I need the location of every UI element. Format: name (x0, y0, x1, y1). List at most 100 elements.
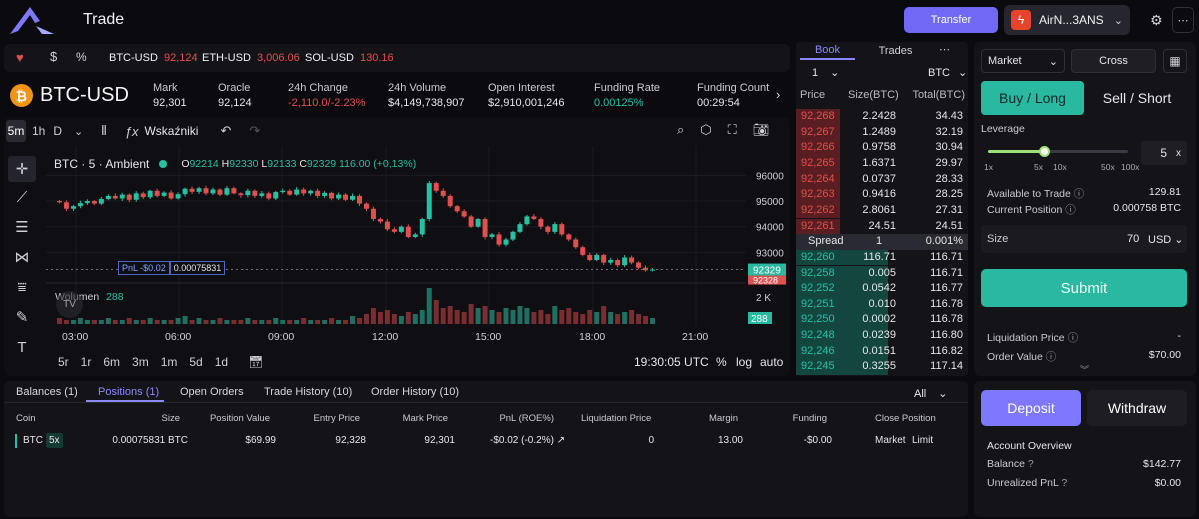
grid-layout-icon[interactable]: ▦ (1163, 49, 1187, 73)
transfer-button[interactable]: Transfer (904, 7, 998, 33)
expand-down-icon[interactable]: ︾ (1080, 365, 1090, 375)
auto-scale-toggle[interactable]: auto (760, 355, 784, 369)
tf-1h-button[interactable]: 1h (32, 124, 46, 138)
tf-dropdown-icon[interactable]: ⌄ (74, 125, 84, 138)
orderbook-menu-icon[interactable]: ⋯ (939, 44, 950, 56)
dollar-icon[interactable]: $ (50, 49, 58, 64)
unit-select[interactable]: BTC ⌄ (928, 66, 968, 80)
chevron-right-icon[interactable]: › (776, 87, 781, 102)
bid-row[interactable]: 92,252 0.0542 116.77 (796, 281, 968, 297)
position-coin[interactable]: BTC (23, 435, 43, 446)
camera-icon[interactable]: 📷︎ (752, 122, 770, 137)
pattern-icon[interactable]: ⋈ (14, 249, 30, 266)
text-tool-icon[interactable]: T (17, 338, 27, 356)
range-button[interactable]: 5r (58, 355, 69, 369)
positions-tab[interactable]: Order History (10) (371, 386, 460, 398)
group-select[interactable]: 1 ⌄ (812, 66, 840, 80)
size-unit-select[interactable]: USD ⌄ (1148, 234, 1184, 246)
range-button[interactable]: 1d (214, 355, 229, 369)
positions-tab[interactable]: Open Orders (180, 386, 244, 398)
positions-column-header[interactable]: Margin (708, 413, 738, 424)
positions-column-header[interactable]: Liquidation Price (581, 413, 652, 424)
positions-filter[interactable]: All ⌄ (914, 387, 948, 401)
market-symbol[interactable]: BTC-USD (40, 84, 129, 106)
fullscreen-icon[interactable]: ⛶ (727, 122, 737, 137)
trendline-icon[interactable]: ⟋ (16, 188, 28, 206)
percent-icon[interactable]: % (76, 50, 87, 64)
settings-gear-icon[interactable]: ⚙ (1150, 12, 1163, 28)
tab-trades[interactable]: Trades (878, 45, 913, 57)
fib-icon[interactable]: ⩸ (17, 278, 27, 296)
chart-clock[interactable]: 19:30:05 UTC (634, 355, 709, 369)
external-link-icon[interactable]: ↗ (556, 435, 566, 446)
more-menu-icon[interactable]: ⋯ (1172, 7, 1194, 33)
deposit-button[interactable]: Deposit (981, 390, 1081, 426)
range-button[interactable]: 1r (80, 355, 92, 369)
settings-hex-icon[interactable]: ⬡ (700, 122, 712, 137)
indicators-icon[interactable]: ƒx (124, 123, 139, 139)
bid-row[interactable]: 92,250 0.0002 116.78 (796, 312, 968, 329)
redo-icon[interactable]: ↷ (249, 123, 261, 138)
bid-row[interactable]: 92,260 116.71 116.71 (796, 249, 968, 266)
bid-row[interactable]: 92,246 0.0151 116.82 (796, 343, 968, 360)
positions-column-header[interactable]: Funding (792, 413, 827, 424)
size-input[interactable]: Size 70 USD ⌄ (981, 225, 1187, 253)
bid-row[interactable]: 92,245 0.3255 117.14 (796, 359, 968, 375)
buy-long-button[interactable]: Buy / Long (981, 81, 1084, 115)
withdraw-button[interactable]: Withdraw (1087, 390, 1187, 426)
candle-type-icon[interactable]: ⫴ (101, 123, 107, 138)
brush-icon[interactable]: ✎ (15, 309, 29, 326)
fav-btc[interactable]: BTC-USD 92,124 (109, 52, 198, 64)
close-market-button[interactable]: Market (875, 435, 906, 446)
tab-book[interactable]: Book (800, 42, 855, 60)
margin-mode-button[interactable]: Cross (1071, 49, 1156, 73)
ask-row[interactable]: 92,264 0.0737 28.33 (796, 171, 968, 188)
crosshair-icon[interactable]: ✛ (8, 156, 36, 182)
positions-tab[interactable]: Trade History (10) (264, 386, 353, 398)
date-range-icon[interactable]: 📅︎ (248, 355, 264, 369)
positions-column-header[interactable]: Entry Price (313, 413, 360, 424)
fav-eth[interactable]: ETH-USD 3,006.06 (202, 52, 300, 64)
positions-column-header[interactable]: PnL (ROE%) (499, 413, 554, 424)
leverage-slider[interactable] (988, 146, 1128, 158)
fav-sol[interactable]: SOL-USD 130.16 (305, 52, 394, 64)
close-limit-button[interactable]: Limit (912, 435, 934, 446)
range-button[interactable]: 1m (160, 355, 178, 369)
tf-5m-button[interactable]: 5m (6, 120, 26, 142)
price-chart[interactable]: 96000 95000 94000 93000 03:00 06:00 09:00 12:00… (46, 146, 788, 346)
positions-column-header[interactable]: Close Position (875, 413, 936, 424)
zoom-search-icon[interactable]: ⌕ (677, 122, 685, 137)
pnl-line-label[interactable]: PnL -$0.02 0.00075831 (118, 261, 226, 275)
ask-row[interactable]: 92,267 1.2489 32.19 (796, 124, 968, 141)
percent-scale-toggle[interactable]: % (716, 355, 727, 369)
heart-icon[interactable]: ♥ (16, 50, 24, 65)
range-button[interactable]: 5d (189, 355, 203, 369)
bid-row[interactable]: 92,258 0.005 116.71 (796, 265, 968, 282)
positions-tab[interactable]: Balances (1) (16, 386, 78, 398)
positions-column-header[interactable]: Size (161, 413, 180, 424)
positions-tab[interactable]: Positions (1) (98, 386, 160, 398)
tf-d-button[interactable]: D (53, 124, 63, 138)
ask-row[interactable]: 92,261 24.51 24.51 (796, 218, 968, 235)
app-logo[interactable] (6, 4, 58, 36)
sell-short-button[interactable]: Sell / Short (1102, 90, 1172, 106)
order-type-select[interactable]: Market ⌄ (981, 49, 1065, 73)
wallet-button[interactable]: ϟ AirN...3ANS ⌄ (1004, 5, 1130, 35)
ask-row[interactable]: 92,263 0.9416 28.25 (796, 187, 968, 203)
ask-row[interactable]: 92,268 2.2428 34.43 (796, 109, 968, 125)
indicators-button[interactable]: Wskaźniki (144, 124, 199, 138)
bid-row[interactable]: 92,251 0.010 116.78 (796, 296, 968, 313)
ask-row[interactable]: 92,266 0.9758 30.94 (796, 140, 968, 156)
bid-row[interactable]: 92,248 0.0239 116.80 (796, 328, 968, 344)
undo-icon[interactable]: ↶ (220, 123, 232, 138)
range-button[interactable]: 6m (103, 355, 121, 369)
positions-column-header[interactable]: Coin (16, 413, 36, 424)
positions-column-header[interactable]: Position Value (209, 413, 270, 424)
ask-row[interactable]: 92,262 2.8061 27.31 (796, 202, 968, 219)
horizontal-lines-icon[interactable]: ☰ (15, 219, 29, 236)
ask-row[interactable]: 92,265 1.6371 29.97 (796, 155, 968, 172)
log-scale-toggle[interactable]: log (736, 355, 753, 369)
range-button[interactable]: 3m (132, 355, 149, 369)
positions-column-header[interactable]: Mark Price (402, 413, 448, 424)
